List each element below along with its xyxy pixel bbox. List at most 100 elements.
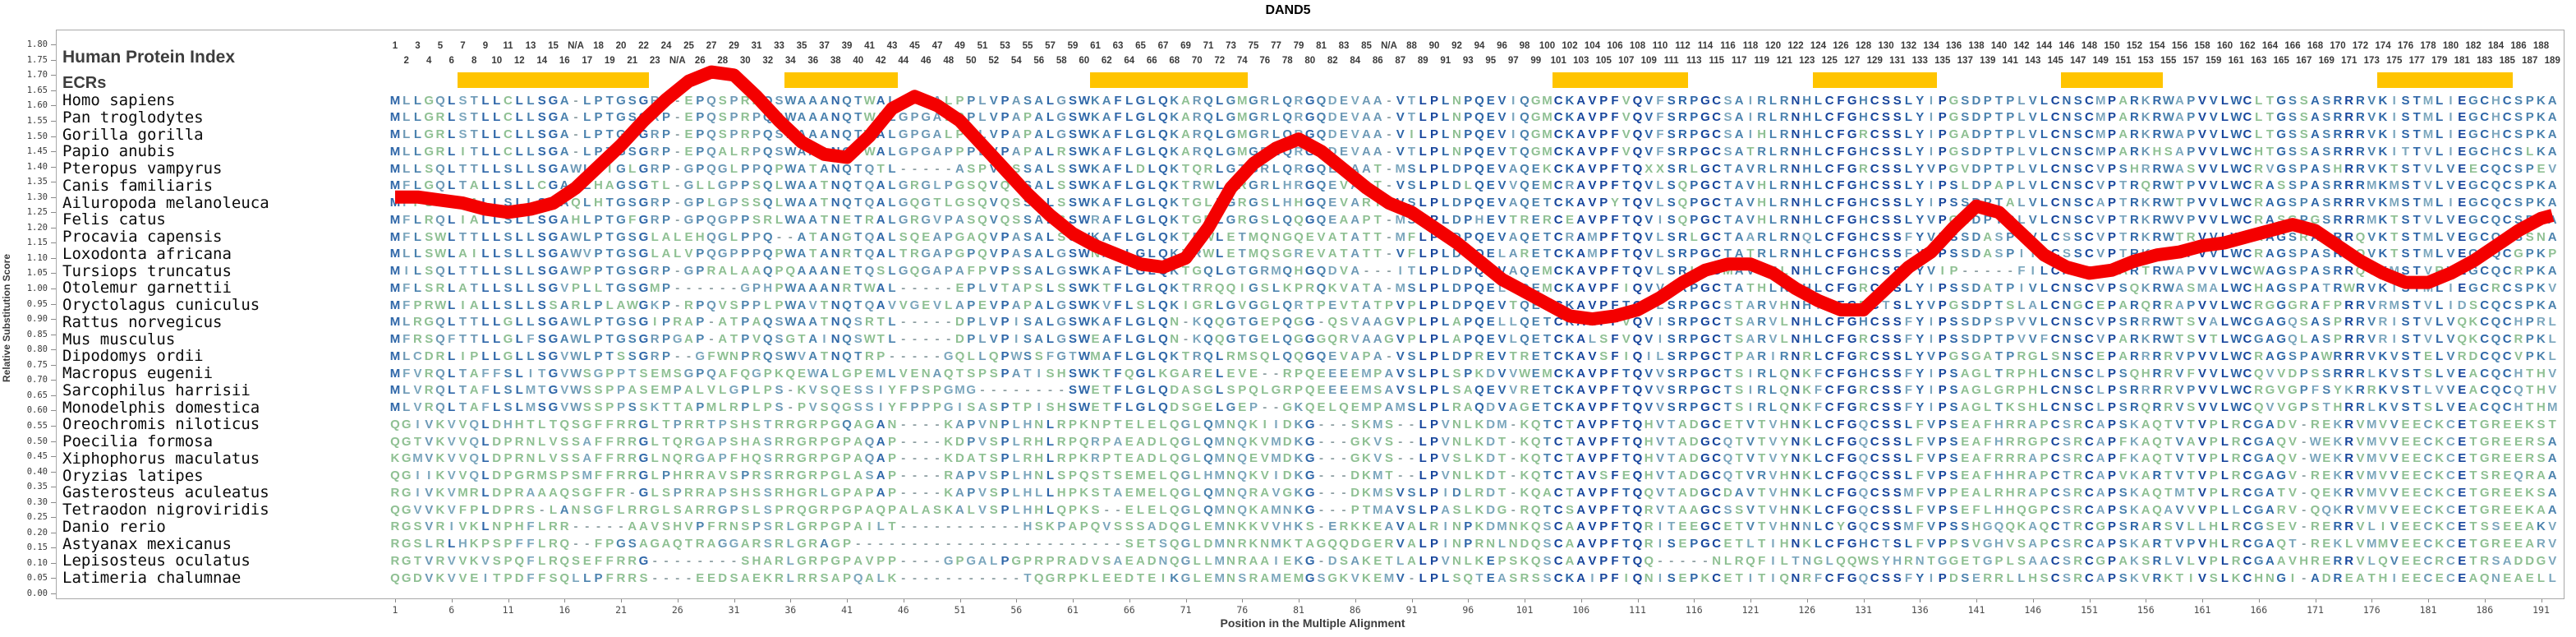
residue: H bbox=[1859, 247, 1868, 261]
residue: P bbox=[955, 127, 964, 141]
residue: P bbox=[741, 298, 750, 312]
residue: G bbox=[898, 127, 908, 141]
residue: I bbox=[1748, 110, 1753, 125]
residue: V bbox=[1588, 366, 1597, 381]
residue: V bbox=[2017, 315, 2026, 330]
residue: V bbox=[2028, 144, 2037, 159]
residue: G bbox=[2276, 196, 2287, 210]
residue: T bbox=[1543, 400, 1552, 414]
y-tick-mark bbox=[51, 273, 56, 275]
residue: Q bbox=[978, 229, 987, 244]
residue: Q bbox=[1474, 383, 1484, 398]
residue: W bbox=[2230, 178, 2242, 193]
residue: R bbox=[650, 264, 660, 278]
residue: A bbox=[1971, 469, 1981, 482]
residue: P bbox=[2107, 280, 2116, 295]
residue: S bbox=[1012, 161, 1021, 176]
species-name: Oreochromis niloticus bbox=[62, 415, 260, 434]
residue: G bbox=[2253, 451, 2264, 466]
residue: R bbox=[2130, 383, 2139, 398]
residue: Q bbox=[2491, 264, 2501, 278]
residue: L bbox=[1814, 229, 1823, 244]
residue: V bbox=[1588, 161, 1597, 176]
residue: G bbox=[1259, 298, 1270, 312]
residue: R bbox=[684, 434, 693, 449]
residue: I bbox=[1037, 400, 1041, 414]
residue: P bbox=[594, 349, 603, 363]
residue: S bbox=[729, 485, 738, 500]
residue: A bbox=[1102, 127, 1111, 141]
residue: E bbox=[1531, 280, 1540, 295]
residue: P bbox=[1690, 178, 1699, 193]
residue: I bbox=[1929, 280, 1934, 295]
residue: P bbox=[2525, 178, 2534, 193]
residue: T bbox=[1373, 229, 1382, 244]
residue: R bbox=[2525, 451, 2535, 466]
residue: T bbox=[2175, 229, 2184, 244]
ecr-bar bbox=[457, 72, 650, 88]
index-number: 61 bbox=[1090, 41, 1101, 51]
residue: H bbox=[673, 469, 683, 482]
residue: C bbox=[1824, 469, 1834, 482]
residue: L bbox=[527, 264, 535, 278]
residue: R bbox=[2073, 417, 2083, 432]
residue: W bbox=[1078, 349, 1091, 363]
y-tick-label: 1.80 bbox=[26, 39, 48, 50]
residue: A bbox=[1734, 196, 1744, 210]
residue: F bbox=[1611, 417, 1619, 432]
residue: L bbox=[1442, 349, 1450, 363]
residue: K bbox=[1802, 400, 1812, 414]
residue: G bbox=[1282, 485, 1293, 500]
residue: K bbox=[2005, 400, 2015, 414]
residue: A bbox=[1576, 127, 1586, 141]
residue: I bbox=[1410, 127, 1414, 141]
residue: S bbox=[1350, 417, 1359, 432]
residue: L bbox=[674, 247, 682, 261]
residue: S bbox=[2118, 400, 2128, 414]
residue: G bbox=[548, 400, 559, 414]
residue: E bbox=[1328, 366, 1337, 381]
residue: L bbox=[1125, 400, 1134, 414]
residue: D bbox=[1327, 144, 1337, 159]
index-number: 80 bbox=[1304, 56, 1316, 66]
residue: W bbox=[2162, 280, 2175, 295]
residue: S bbox=[1407, 366, 1416, 381]
residue: E bbox=[955, 280, 964, 295]
residue: A bbox=[2118, 93, 2128, 108]
residue: - bbox=[923, 417, 928, 432]
residue: D bbox=[492, 469, 502, 482]
residue: S bbox=[1373, 383, 1382, 398]
residue: F bbox=[605, 417, 614, 432]
residue: V bbox=[2209, 144, 2218, 159]
residue: V bbox=[989, 127, 998, 141]
residue: C bbox=[2085, 349, 2094, 363]
residue: L bbox=[1159, 469, 1167, 482]
residue: E bbox=[1260, 332, 1269, 346]
residue: A bbox=[2266, 434, 2275, 449]
residue: L bbox=[481, 196, 490, 210]
residue: S bbox=[673, 502, 682, 517]
residue: L bbox=[583, 212, 591, 227]
residue: N bbox=[830, 127, 840, 141]
residue: G bbox=[1948, 93, 1959, 108]
residue: G bbox=[683, 196, 694, 210]
residue: G bbox=[695, 451, 706, 466]
residue: C bbox=[1824, 127, 1834, 141]
residue: A bbox=[1983, 349, 1993, 363]
residue: A bbox=[2118, 332, 2128, 346]
y-tick-label: 0.95 bbox=[26, 298, 48, 309]
residue: S bbox=[504, 247, 513, 261]
y-tick-label: 0.00 bbox=[26, 589, 48, 598]
residue: T bbox=[1994, 280, 2003, 295]
residue: Q bbox=[1282, 332, 1293, 346]
residue: G bbox=[2310, 212, 2321, 227]
residue: N bbox=[1226, 451, 1235, 466]
residue: Q bbox=[1203, 264, 1213, 278]
residue: G bbox=[638, 417, 649, 432]
residue: R bbox=[2344, 212, 2354, 227]
residue: S bbox=[2311, 366, 2320, 381]
residue: R bbox=[2152, 332, 2162, 346]
residue: A bbox=[1734, 144, 1744, 159]
residue: - bbox=[901, 315, 906, 330]
residue: G bbox=[898, 93, 908, 108]
